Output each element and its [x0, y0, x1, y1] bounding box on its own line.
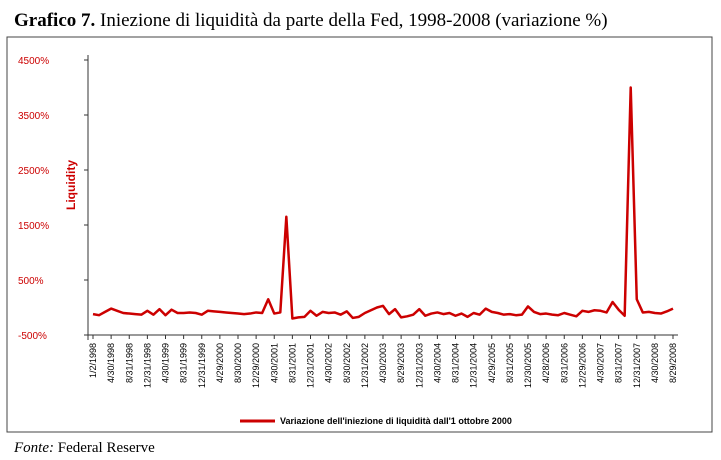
x-tick-label: 4/30/2003	[378, 343, 388, 383]
y-tick-label: 4500%	[18, 56, 49, 67]
x-tick-label: 8/31/2007	[614, 343, 624, 383]
x-tick-label: 12/29/2000	[251, 343, 261, 388]
x-tick-label: 12/30/2005	[523, 343, 533, 388]
x-tick-label: 8/31/2001	[287, 343, 297, 383]
y-tick-label: 500%	[18, 276, 44, 287]
x-tick-label: 4/30/2001	[269, 343, 279, 383]
y-axis-label: Liquidity	[64, 160, 78, 210]
x-tick-label: 8/31/1999	[179, 343, 189, 383]
chart-frame	[6, 36, 713, 433]
x-tick-label: 4/30/2008	[650, 343, 660, 383]
x-tick-label: 8/31/2005	[505, 343, 515, 383]
x-tick-label: 4/30/1999	[161, 343, 171, 383]
x-tick-label: 12/31/2001	[306, 343, 316, 388]
source: Fonte: Federal Reserve	[13, 440, 155, 456]
x-tick-label: 12/31/1999	[197, 343, 207, 388]
x-tick-label: 4/30/2004	[432, 343, 442, 383]
x-tick-label: 12/31/2007	[632, 343, 642, 388]
x-tick-label: 12/31/2003	[414, 343, 424, 388]
x-tick-label: 4/29/2000	[215, 343, 225, 383]
legend-label: Variazione dell'iniezione di liquidità d…	[280, 416, 512, 426]
x-tick-label: 8/29/2008	[668, 343, 678, 383]
x-tick-label: 8/31/2006	[559, 343, 569, 383]
title-text: Iniezione di liquidità da parte della Fe…	[100, 10, 608, 31]
x-tick-label: 8/30/2000	[233, 343, 243, 383]
x-tick-label: 4/30/1998	[106, 343, 116, 383]
chart-title: Grafico 7. Iniezione di liquidità da par…	[14, 10, 608, 31]
source-label: Fonte:	[13, 440, 54, 456]
y-tick-label: 2500%	[18, 166, 49, 177]
x-tick-label: 12/31/2002	[360, 343, 370, 388]
x-tick-label: 4/29/2005	[487, 343, 497, 383]
x-tick-label: 4/28/2006	[541, 343, 551, 383]
source-text: Federal Reserve	[58, 440, 155, 456]
x-tick-label: 8/31/2004	[451, 343, 461, 383]
y-tick-label: 3500%	[18, 111, 49, 122]
x-tick-label: 12/31/2004	[469, 343, 479, 388]
x-tick-label: 1/2/1998	[88, 343, 98, 378]
x-tick-label: 4/30/2002	[324, 343, 334, 383]
x-tick-label: 8/29/2003	[396, 343, 406, 383]
x-tick-label: 8/30/2002	[342, 343, 352, 383]
y-tick-label: -500%	[18, 331, 47, 342]
y-tick-label: 1500%	[18, 221, 49, 232]
x-tick-label: 12/31/1998	[142, 343, 152, 388]
x-tick-label: 8/31/1998	[124, 343, 134, 383]
title-label: Grafico 7.	[14, 10, 95, 31]
x-tick-label: 4/30/2007	[596, 343, 606, 383]
x-tick-label: 12/29/2006	[577, 343, 587, 388]
data-line	[92, 86, 674, 320]
